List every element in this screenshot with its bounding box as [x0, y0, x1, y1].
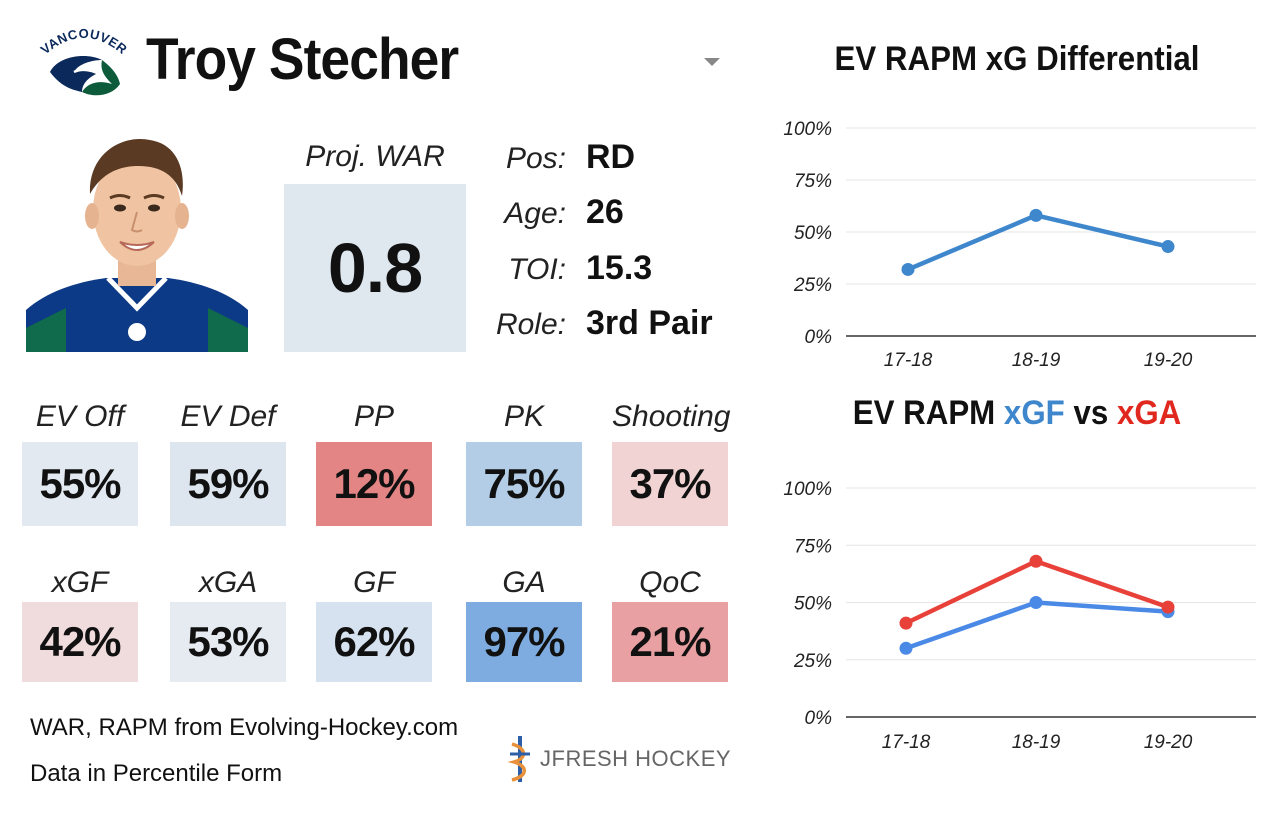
player-name: Troy Stecher [146, 27, 459, 92]
brand-name: JFRESH HOCKEY [540, 746, 732, 771]
series-line-0 [905, 213, 1171, 272]
brand-mark: JFRESH HOCKEY [506, 734, 731, 784]
info-role-value: 3rd Pair [586, 304, 713, 342]
stat-tile-ev-off: 55% [22, 442, 138, 526]
y-tick-label: 75% [794, 536, 832, 557]
stat-label-ga: GA [502, 566, 546, 599]
xg-differential-chart: 0% 25% 50% 75% 100% 17-18 18-19 19-20 [783, 119, 1256, 371]
data-point [1029, 554, 1043, 568]
stat-label-ev-def: EV Def [180, 400, 276, 433]
data-point [899, 616, 913, 630]
chart-title-differential: EV RAPM xG Differential [834, 40, 1200, 78]
stat-tile-xga: 53% [170, 602, 286, 682]
proj-war-value: 0.8 [284, 184, 466, 352]
player-photo [26, 132, 248, 352]
xgf-vs-xga-chart: 0% 25% 50% 75% 100% 17-18 18-19 19-20 [783, 479, 1256, 753]
info-age-key: Age: [504, 197, 566, 230]
stat-tile-pp: 12% [316, 442, 432, 526]
stat-label-xga: xGA [198, 566, 258, 599]
data-note: Data in Percentile Form [30, 760, 283, 787]
info-toi-key: TOI: [508, 253, 566, 286]
stat-tile-gf: 62% [316, 602, 432, 682]
title-xgf: xGF [1003, 394, 1065, 432]
stat-tile-ga: 97% [466, 602, 582, 682]
chart-title-xgf-vs-xga: EV RAPM xGF vs xGA [790, 394, 1244, 433]
data-point [899, 641, 913, 655]
data-point [1029, 208, 1043, 222]
x-tick-label: 18-19 [1012, 732, 1061, 753]
data-point [1161, 600, 1175, 614]
y-tick-label: 0% [805, 708, 833, 729]
title-xga: xGA [1116, 394, 1182, 432]
data-point [1161, 240, 1175, 254]
x-tick-label: 19-20 [1144, 350, 1193, 371]
stat-tile-shooting: 37% [612, 442, 728, 526]
x-tick-label: 19-20 [1144, 732, 1193, 753]
info-role-key: Role: [495, 308, 566, 341]
logo-lettering: VANCOUVER [38, 26, 130, 57]
stat-label-pp: PP [353, 400, 395, 433]
stat-label-gf: GF [353, 566, 395, 599]
info-pos-key: Pos: [505, 142, 566, 175]
info-toi-value: 15.3 [586, 249, 653, 287]
title-vs: vs [1064, 394, 1117, 432]
x-tick-label: 17-18 [882, 732, 931, 753]
data-point [901, 262, 915, 276]
dropdown-caret-icon[interactable] [704, 58, 720, 66]
x-tick-label: 17-18 [884, 350, 933, 371]
stat-label-qoc: QoC [639, 566, 701, 599]
stat-label-pk: PK [503, 400, 545, 433]
stat-label-xgf: xGF [51, 566, 109, 599]
y-tick-label: 100% [783, 479, 832, 500]
x-tick-label: 18-19 [1012, 350, 1061, 371]
proj-war-label: Proj. WAR [305, 140, 445, 173]
info-age-value: 26 [586, 193, 624, 231]
y-tick-label: 50% [794, 223, 832, 244]
stat-tile-ev-def: 59% [170, 442, 286, 526]
title-prefix: EV RAPM [852, 394, 1004, 432]
info-pos-value: RD [586, 138, 636, 176]
series-line-xgf [903, 600, 1171, 651]
stat-label-shooting: Shooting [612, 400, 731, 433]
svg-text:VANCOUVER: VANCOUVER [38, 26, 130, 57]
y-tick-label: 25% [793, 275, 832, 296]
source-credit: WAR, RAPM from Evolving-Hockey.com [30, 714, 459, 741]
y-tick-label: 100% [783, 119, 832, 140]
y-tick-label: 50% [794, 594, 832, 615]
y-tick-label: 25% [793, 651, 832, 672]
y-tick-label: 75% [794, 171, 832, 192]
team-logo: VANCOUVER [38, 26, 130, 102]
stat-label-ev-off: EV Off [35, 400, 125, 433]
brand-logo-icon [507, 736, 530, 782]
stat-tile-qoc: 21% [612, 602, 728, 682]
stat-tile-pk: 75% [466, 442, 582, 526]
y-tick-label: 0% [805, 327, 833, 348]
series-line-xga [903, 559, 1171, 626]
data-point [1029, 596, 1043, 609]
stat-tile-xgf: 42% [22, 602, 138, 682]
